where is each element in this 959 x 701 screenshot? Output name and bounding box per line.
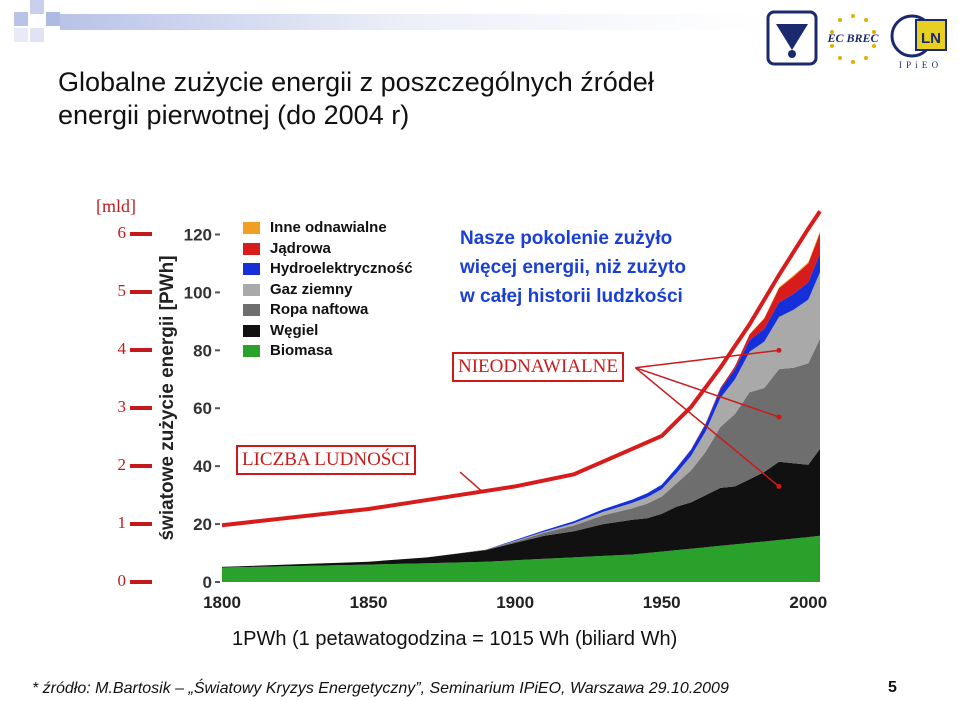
decor-square-1 [14,12,28,26]
population-tick-dash [130,348,152,353]
population-tick-0: 0 [117,571,127,590]
legend-label: Ropa naftowa [270,301,369,318]
population-tick-dash [130,232,152,237]
legend-swatch [243,304,260,316]
annotation-line-1: Nasze pokolenie zużyło [460,228,673,249]
nonrenewable-pointers [459,347,782,493]
x-tick-1850: 1850 [350,593,388,610]
x-tick-1950: 1950 [643,593,681,610]
x-tick-2000: 2000 [789,593,827,610]
y-tick-0: 0 [203,573,212,592]
unit-note: 1PWh (1 petawatogodzina = 1015 Wh (bilia… [232,628,678,650]
legend-swatch [243,263,260,275]
population-label: LICZBA LUDNOŚCI [236,445,417,475]
y-tick-120: 120 [184,225,212,244]
legend-label: Węgiel [270,321,319,339]
ecology-logo [766,10,818,66]
pointer-line-1 [635,349,780,369]
title-line-1: Globalne zużycie energii z poszczególnyc… [58,67,654,97]
x-tick-1800: 1800 [203,593,241,610]
population-tick-dash [130,406,152,411]
population-axis-label: [mld] [96,196,136,216]
legend-label: Jądrowa [270,239,331,257]
decor-square-4 [46,12,60,26]
population-tick-3: 3 [117,397,127,417]
title-line-2: energii pierwotnej (do 2004 r) [58,100,410,130]
legend-swatch [243,345,260,357]
axis-ticks: 1800 1850 1900 1950 2000 0 20 40 60 80 100 120 [184,225,828,610]
y-tick-20: 20 [193,515,212,534]
y-tick-40: 40 [193,457,212,476]
ecbrec-logo: EC BREC [822,10,884,66]
population-tick-1: 1 [117,513,127,533]
slide-title: Globalne zużycie energii z poszczególnyc… [58,66,798,132]
population-tick-2: 2 [117,455,127,475]
ipieo-logo-caption: I P i E O [899,60,939,70]
pointer-line-2 [635,366,780,418]
population-tick-dash [130,290,152,295]
y-tick-100: 100 [184,283,212,302]
population-tick-4: 4 [117,339,127,359]
legend-label: Inne odnawialne [270,219,387,236]
pointer-dot-1 [776,347,782,353]
legend-label: Gaz ziemny [270,280,353,298]
decor-square-5 [14,28,28,42]
nonrenewable-label: NIEODNAWIALNE [452,352,624,382]
area-biomasa [222,535,820,582]
ecbrec-logo-text: EC BREC [826,31,879,45]
annotation-line-2: więcej energii, niż zużyto [460,257,686,278]
y-tick-80: 80 [193,341,212,360]
legend-swatch [243,324,260,337]
decor-square-3 [30,28,44,42]
population-tick-6: 6 [117,223,127,243]
page-number: 5 [888,679,897,696]
population-tick-dash [130,580,152,584]
population-tick-dash [130,464,152,469]
decor-square-2 [30,0,44,14]
population-tick-dash [130,522,152,527]
ipieo-logo-mark: LN [921,30,941,47]
legend-swatch [243,283,260,296]
legend-label: Biomasa [270,342,333,359]
legend-label: Hydroelektryczność [270,260,413,277]
energy-chart: 1800 1850 1900 1950 2000 0 20 40 60 80 100 120 [184,210,840,610]
population-curve [221,210,822,528]
population-pointer-line [459,471,484,493]
annotation-line-3: w całej historii ludzkości [460,286,683,307]
area-layers [222,231,820,582]
pointer-line-3 [634,367,780,488]
legend-swatch [243,242,260,255]
pointer-dot-3 [776,483,782,489]
ipieo-logo: LN I P i E O [888,10,950,70]
source-note: * źródło: M.Bartosik – „Światowy Kryzys … [32,680,729,697]
area-węgiel [222,448,820,568]
pointer-dot-2 [776,414,782,420]
legend-swatch [243,222,260,234]
header-bar [60,14,760,30]
population-tick-5: 5 [117,281,127,301]
y-tick-60: 60 [193,399,212,418]
x-tick-1900: 1900 [496,593,534,610]
annotation-text: Nasze pokolenie zużyło więcej energii, n… [460,224,686,311]
